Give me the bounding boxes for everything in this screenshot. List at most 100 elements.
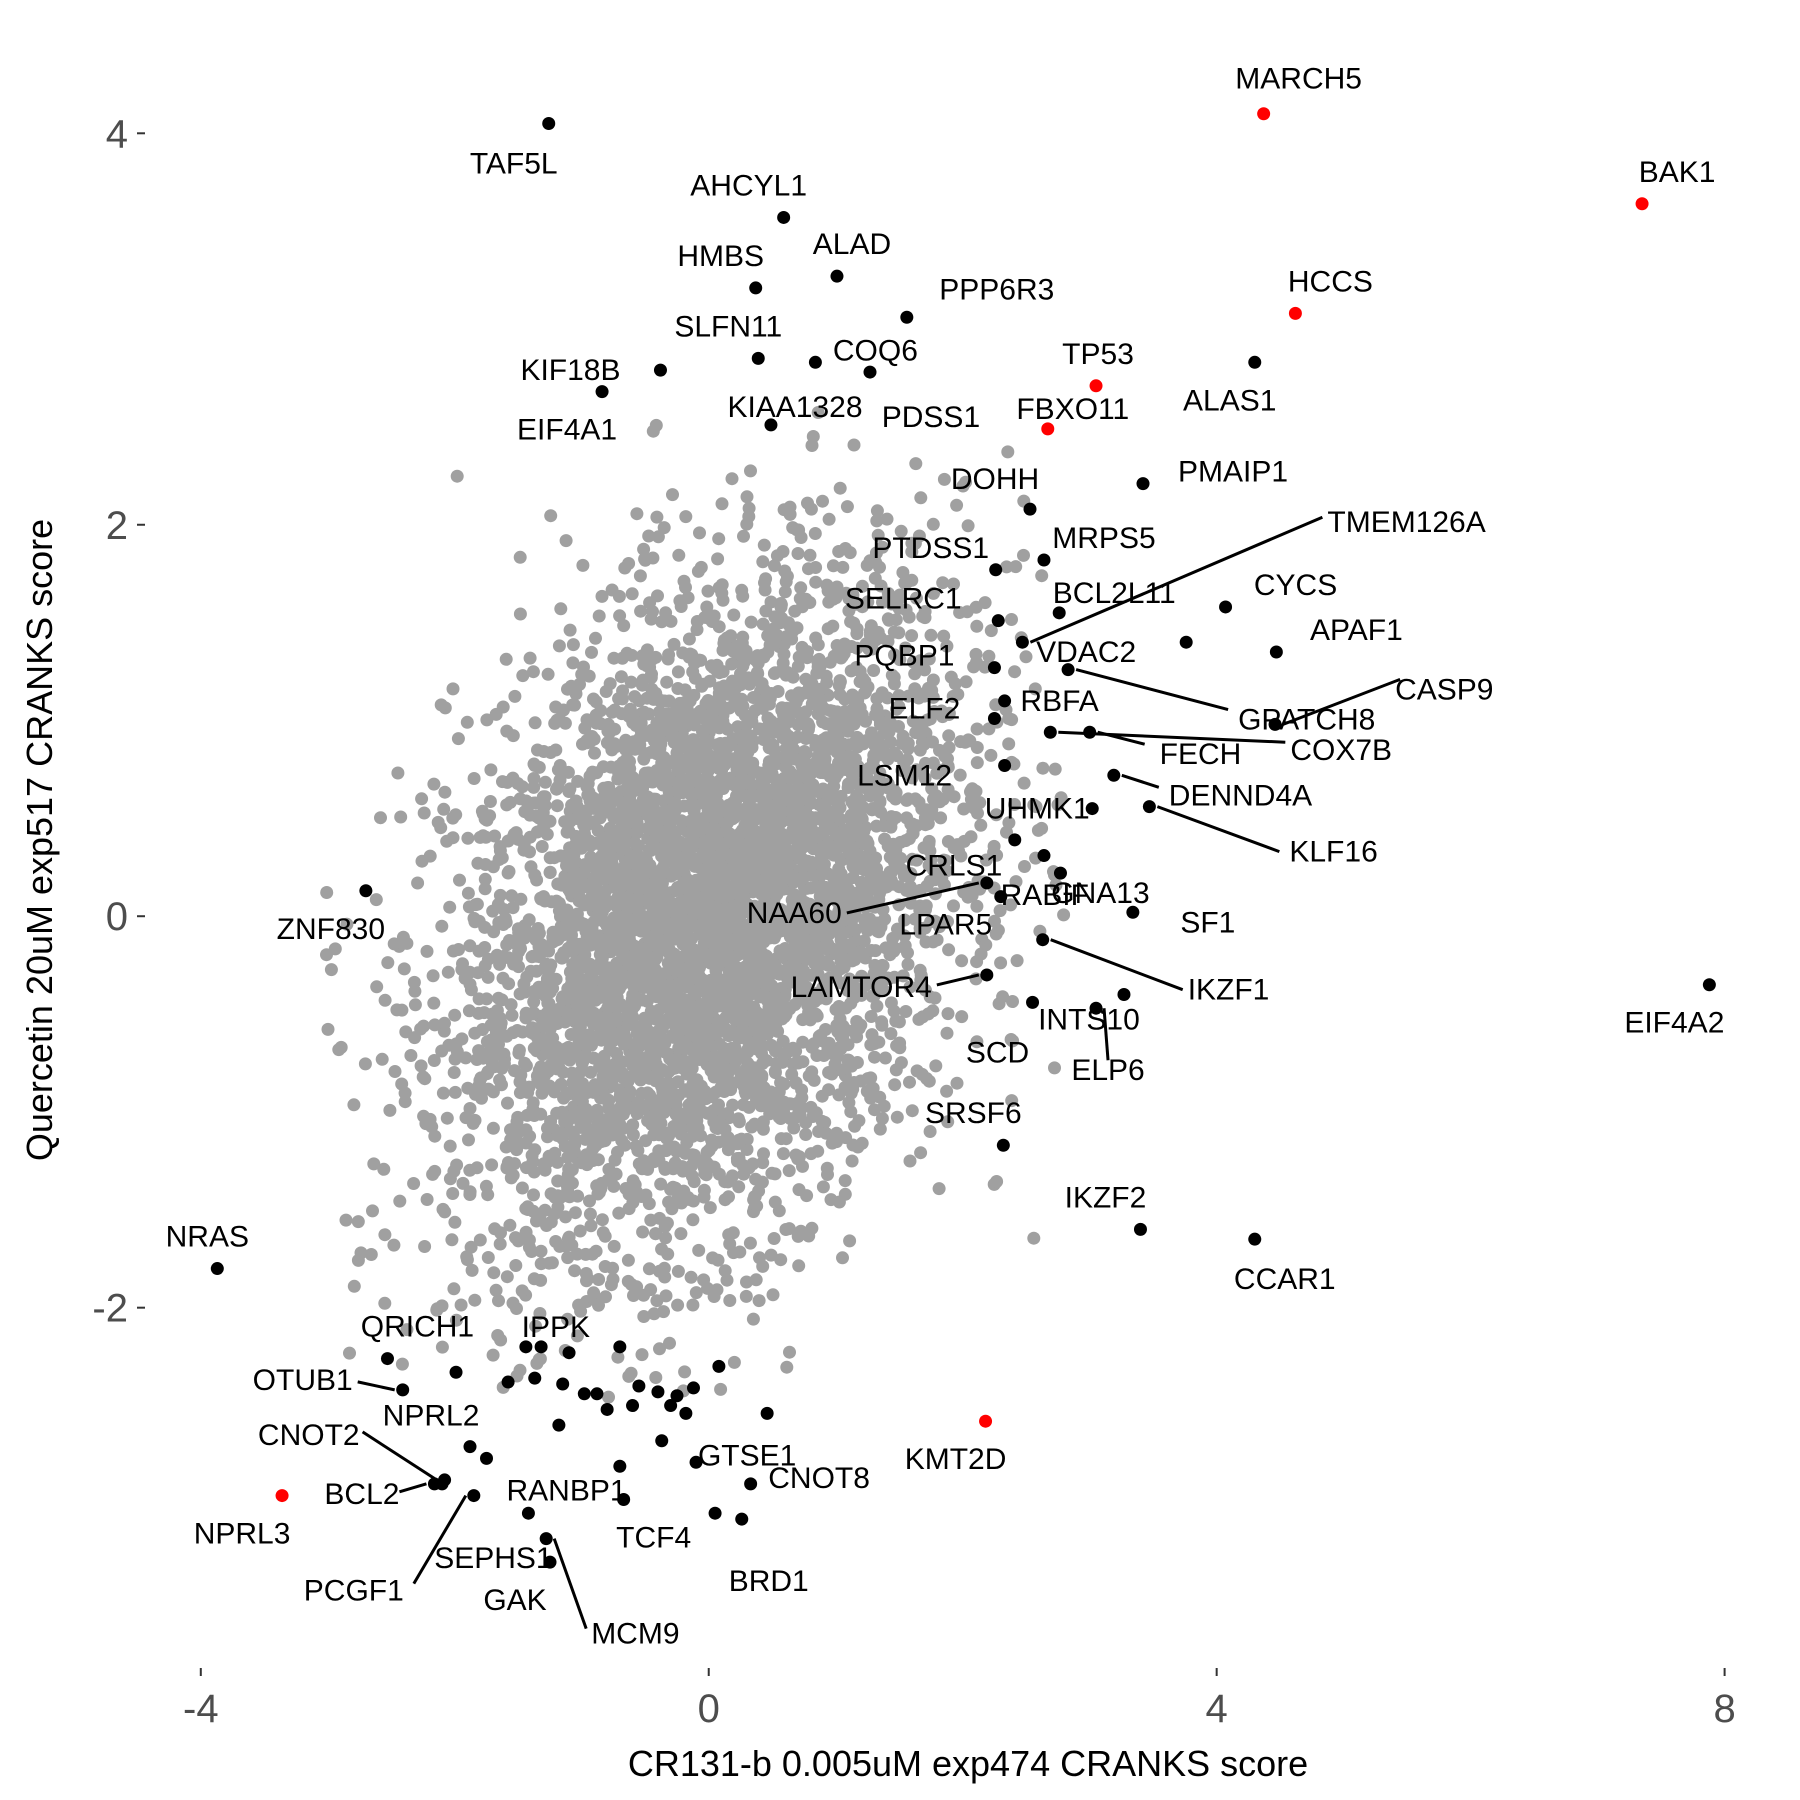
background-point (492, 1294, 505, 1308)
background-point (772, 1204, 786, 1218)
background-point (502, 865, 516, 878)
background-point (509, 1259, 523, 1272)
background-point (861, 680, 875, 694)
background-point (844, 615, 858, 629)
background-point (637, 1288, 651, 1302)
background-point (899, 603, 913, 617)
background-point (608, 1125, 622, 1139)
background-point (915, 1067, 929, 1081)
background-point (545, 1256, 559, 1270)
background-point (648, 867, 662, 881)
background-point (734, 678, 748, 692)
background-point (743, 960, 756, 974)
background-point (744, 464, 757, 478)
background-point (970, 619, 984, 633)
background-point (514, 942, 527, 955)
background-point (715, 578, 729, 592)
background-point (590, 1103, 604, 1117)
background-point (871, 528, 885, 542)
background-point (862, 761, 876, 775)
background-point (519, 1059, 533, 1073)
background-point (715, 497, 729, 511)
background-point (538, 775, 552, 789)
background-point (926, 1004, 940, 1018)
background-point (914, 491, 928, 505)
background-point (478, 941, 492, 954)
background-point (720, 686, 734, 699)
background-point (531, 1032, 545, 1045)
background-point (576, 1115, 590, 1129)
background-point (749, 803, 763, 817)
background-point (340, 917, 354, 931)
background-point (649, 792, 663, 806)
background-point (534, 1244, 548, 1258)
background-point (732, 1115, 746, 1129)
background-point (740, 728, 754, 742)
background-point (756, 1057, 769, 1070)
background-point (619, 733, 633, 747)
background-point (701, 584, 715, 598)
background-point (551, 1174, 565, 1188)
background-point (489, 1283, 503, 1297)
background-point (775, 703, 789, 717)
background-point (636, 1225, 650, 1239)
background-point (682, 632, 696, 646)
background-point (645, 1092, 659, 1106)
background-point (741, 826, 755, 840)
background-point (832, 1088, 846, 1102)
background-point (711, 937, 725, 951)
background-point (814, 682, 827, 696)
background-point (937, 629, 951, 643)
background-point (615, 692, 629, 706)
background-point (776, 1147, 790, 1161)
background-point (718, 876, 732, 890)
background-point (633, 569, 647, 583)
background-point (436, 1086, 450, 1100)
background-point (894, 1056, 908, 1070)
background-point (543, 865, 557, 879)
background-point (777, 1095, 791, 1109)
background-point (472, 992, 486, 1006)
background-point (782, 1222, 796, 1236)
background-point (469, 898, 483, 912)
background-point (472, 1079, 486, 1093)
background-point (550, 1155, 564, 1169)
background-point (478, 882, 492, 896)
background-point (500, 938, 514, 952)
background-point (1049, 878, 1063, 892)
background-point (515, 1181, 529, 1195)
background-point (546, 1049, 560, 1063)
background-point (903, 980, 917, 994)
background-point (446, 1187, 460, 1200)
background-point (677, 717, 690, 731)
background-point (650, 1294, 664, 1308)
background-point (661, 652, 675, 666)
background-point (534, 892, 548, 906)
background-point (506, 729, 520, 743)
background-point (830, 580, 844, 594)
background-point (803, 1069, 817, 1083)
background-point (940, 1084, 954, 1098)
background-point (618, 1138, 632, 1152)
background-point (951, 687, 965, 701)
background-point (595, 1213, 609, 1227)
background-point (655, 1063, 669, 1077)
background-point (561, 1251, 575, 1265)
background-point (756, 617, 770, 631)
background-point (649, 650, 663, 664)
background-point (856, 737, 870, 751)
background-point (503, 1218, 517, 1232)
background-point (484, 763, 498, 777)
background-point (590, 901, 604, 915)
background-point (886, 789, 900, 803)
background-point (870, 514, 884, 528)
background-point (517, 977, 531, 991)
background-point (554, 849, 568, 863)
background-point (934, 811, 948, 825)
background-point (805, 1040, 819, 1054)
background-point (542, 962, 556, 976)
background-point (631, 1057, 644, 1070)
background-point (846, 859, 860, 873)
background-point (822, 595, 836, 609)
background-point (775, 1055, 789, 1069)
